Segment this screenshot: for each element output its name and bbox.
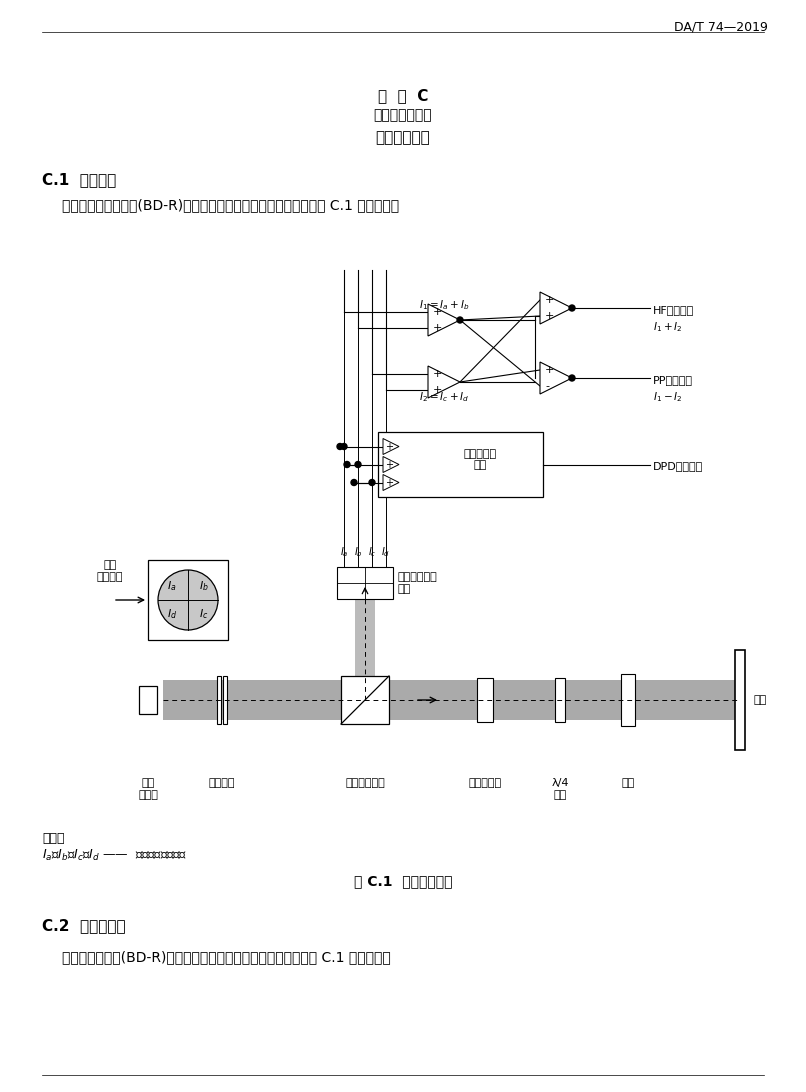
Text: C.2  检测光学头: C.2 检测光学头 [42, 918, 126, 933]
Text: $I_b$: $I_b$ [354, 545, 363, 559]
Text: $I_c$: $I_c$ [368, 545, 376, 559]
Circle shape [355, 462, 361, 467]
Circle shape [341, 443, 347, 450]
Text: λ/4
波片: λ/4 波片 [551, 778, 569, 799]
Bar [163, 680, 738, 720]
Text: $I_a$: $I_a$ [167, 579, 177, 593]
Polygon shape [540, 292, 572, 324]
Circle shape [158, 570, 218, 630]
Text: DPD读取通道: DPD读取通道 [653, 462, 704, 472]
Text: +: + [545, 311, 555, 321]
Bar [621, 674, 635, 726]
Text: $I_d$: $I_d$ [381, 545, 391, 559]
Text: 光盘: 光盘 [754, 695, 767, 705]
Polygon shape [428, 366, 460, 397]
Bar [355, 600, 375, 724]
Text: 准直透镜: 准直透镜 [209, 778, 235, 788]
Bar [223, 676, 227, 724]
Circle shape [457, 317, 463, 323]
Text: +: + [433, 385, 442, 395]
Circle shape [569, 375, 575, 381]
Text: 数字相应比
较器: 数字相应比 较器 [463, 449, 496, 471]
Text: 激光
二极管: 激光 二极管 [138, 778, 158, 799]
Circle shape [569, 305, 575, 311]
Circle shape [344, 462, 350, 467]
Text: $I_d$: $I_d$ [167, 607, 177, 621]
Polygon shape [383, 475, 399, 490]
Text: $I_1+I_2$: $I_1+I_2$ [653, 320, 683, 334]
Text: $I_b$: $I_b$ [199, 579, 209, 593]
Bar [555, 678, 565, 722]
Text: 检测光学系统: 检测光学系统 [376, 130, 430, 145]
Text: $I_c$: $I_c$ [199, 607, 209, 621]
Bar [341, 676, 389, 724]
Text: +: + [545, 365, 555, 375]
Text: PP读取通道: PP读取通道 [653, 375, 693, 385]
Text: 球差校准片: 球差校准片 [468, 778, 501, 788]
Text: +: + [385, 441, 393, 451]
Text: +: + [433, 369, 442, 379]
Text: 说明：: 说明： [42, 832, 64, 845]
Bar [477, 678, 493, 722]
Text: 切向
轨道方向: 切向 轨道方向 [97, 560, 123, 582]
Text: C.1  检测光路: C.1 检测光路 [42, 173, 116, 187]
Bar [337, 567, 393, 600]
Text: +: + [385, 460, 393, 470]
Text: +: + [433, 323, 442, 333]
Text: $I_1=I_a+I_b$: $I_1=I_a+I_b$ [418, 298, 469, 312]
Bar [148, 560, 228, 640]
Text: 用于可录类蓝光光盘(BD-R)常规检测参数的检测光学系统应符合图 C.1 所示要求。: 用于可录类蓝光光盘(BD-R)常规检测参数的检测光学系统应符合图 C.1 所示要… [62, 198, 399, 212]
Text: 四象限图像探
测器: 四象限图像探 测器 [397, 572, 437, 594]
Circle shape [369, 479, 375, 486]
Polygon shape [383, 456, 399, 473]
Text: 物镜: 物镜 [621, 778, 634, 788]
Text: +: + [545, 295, 555, 305]
Text: HF读取通道: HF读取通道 [653, 305, 694, 314]
Text: DA/T 74—2019: DA/T 74—2019 [674, 20, 768, 33]
Text: 偶振分光棱镜: 偶振分光棱镜 [345, 778, 385, 788]
Bar [139, 686, 157, 714]
Polygon shape [428, 304, 460, 336]
Bar [735, 650, 745, 750]
Bar [217, 676, 221, 724]
Text: 附  录  C: 附 录 C [378, 88, 428, 103]
Text: $I_a$、$I_b$、$I_c$、$I_d$ ——  各象限输出信号。: $I_a$、$I_b$、$I_c$、$I_d$ —— 各象限输出信号。 [42, 848, 187, 863]
Text: 图 C.1  检测光学系统: 图 C.1 检测光学系统 [354, 874, 452, 888]
Text: $I_a$: $I_a$ [339, 545, 348, 559]
Circle shape [351, 479, 357, 486]
Circle shape [337, 443, 343, 450]
Text: $I_1-I_2$: $I_1-I_2$ [653, 390, 683, 404]
Text: 可录类蓝光光盘(BD-R)常规检测参数的检测光学头特性应符合表 C.1 所列要求。: 可录类蓝光光盘(BD-R)常规检测参数的检测光学头特性应符合表 C.1 所列要求… [62, 950, 391, 964]
Text: -: - [545, 381, 549, 391]
Text: $I_2=I_c+I_d$: $I_2=I_c+I_d$ [419, 390, 469, 404]
Text: +: + [385, 477, 393, 487]
Bar [378, 432, 543, 497]
Text: +: + [433, 307, 442, 317]
Polygon shape [383, 439, 399, 454]
Text: （规范性附录）: （规范性附录） [374, 108, 432, 122]
Polygon shape [540, 363, 572, 394]
